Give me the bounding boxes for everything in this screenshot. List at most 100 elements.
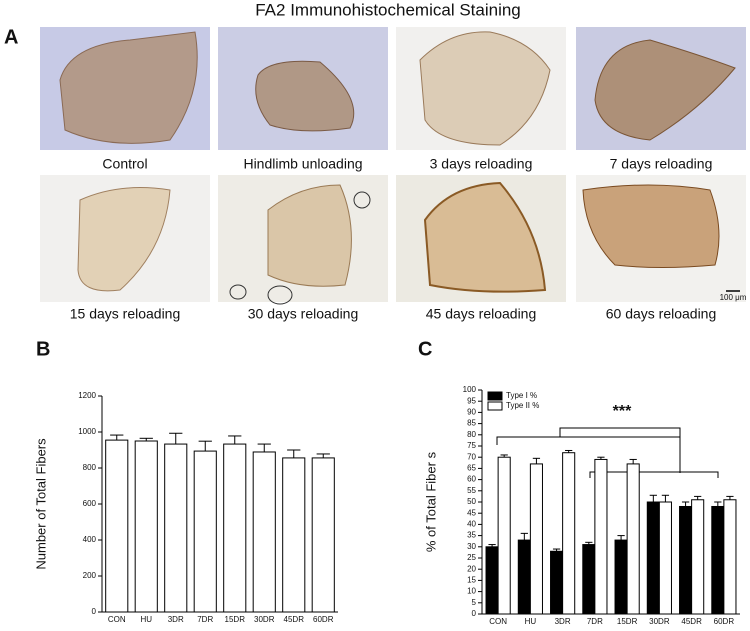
tissue (77, 187, 171, 292)
tissue (582, 184, 720, 268)
legend-label: Type II % (506, 401, 539, 410)
tissue (255, 60, 355, 132)
scale-bar-label: 100 μm (720, 293, 747, 302)
x-tick-label: HU (525, 617, 537, 626)
y-tick-label: 15 (467, 576, 476, 585)
tissue (267, 184, 352, 287)
bubble (229, 284, 247, 300)
y-tick-label: 55 (467, 486, 476, 495)
annotation: *** (613, 403, 632, 420)
bar (485, 546, 499, 615)
captions: Control Hindlimb unloading 3 days reload… (70, 156, 717, 322)
bar (193, 450, 217, 613)
bar (614, 539, 628, 615)
caption: 45 days reloading (426, 306, 537, 322)
y-tick-label: 95 (467, 396, 476, 405)
bubble (267, 285, 293, 305)
bar (497, 456, 511, 615)
y-tick-label: 65 (467, 464, 476, 473)
bar (223, 443, 247, 613)
y-tick-label: 60 (467, 475, 476, 484)
bar (282, 457, 306, 613)
bar (529, 463, 543, 615)
y-tick-label: 100 (463, 385, 477, 394)
bracket (559, 427, 681, 473)
y-tick-label: 90 (467, 408, 476, 417)
caption: 7 days reloading (610, 156, 713, 172)
tissue (419, 31, 551, 146)
y-tick-label: 0 (92, 607, 97, 616)
panel-label: C (418, 338, 432, 360)
x-tick-label: 15DR (617, 617, 638, 626)
tissue (59, 31, 198, 144)
y-tick-label: 75 (467, 441, 476, 450)
y-tick-label: 600 (83, 499, 97, 508)
bar (252, 451, 276, 613)
caption: 30 days reloading (248, 306, 359, 322)
x-tick-label: 60DR (714, 617, 735, 626)
tissue (594, 39, 736, 141)
bar (517, 539, 531, 615)
y-tick-label: 30 (467, 542, 476, 551)
caption: 60 days reloading (606, 306, 717, 322)
y-tick-label: 0 (472, 609, 477, 618)
bar (658, 501, 672, 615)
bar (646, 501, 660, 615)
y-tick-label: 400 (83, 535, 97, 544)
bar (164, 443, 188, 613)
x-tick-label: 7DR (197, 615, 213, 624)
y-tick-label: 20 (467, 564, 476, 573)
legend-label: Type I % (506, 391, 537, 400)
tissue (423, 181, 547, 293)
x-tick-label: 30DR (649, 617, 670, 626)
caption: 15 days reloading (70, 306, 181, 322)
y-tick-label: 200 (83, 571, 97, 580)
legend-swatch (487, 401, 503, 411)
caption: Hindlimb unloading (243, 156, 362, 172)
bar (594, 458, 608, 615)
y-tick-label: 25 (467, 553, 476, 562)
x-tick-label: 45DR (681, 617, 702, 626)
x-tick-label: 45DR (284, 615, 305, 624)
y-tick-label: 50 (467, 497, 476, 506)
bar (105, 439, 129, 613)
bar (562, 452, 576, 615)
x-tick-label: 3DR (555, 617, 571, 626)
y-axis-label: % of Total Fiber s (423, 451, 438, 552)
bubble (353, 191, 371, 209)
panel-label: B (36, 338, 50, 360)
y-tick-label: 1200 (78, 391, 96, 400)
y-tick-label: 45 (467, 508, 476, 517)
bar (582, 544, 596, 615)
bracket (496, 436, 680, 445)
y-tick-label: 5 (472, 598, 477, 607)
y-tick-label: 80 (467, 430, 476, 439)
y-tick-label: 85 (467, 419, 476, 428)
y-tick-label: 70 (467, 452, 476, 461)
panel-label: A (4, 26, 18, 48)
x-tick-label: CON (108, 615, 126, 624)
x-tick-label: 7DR (587, 617, 603, 626)
bar (626, 463, 640, 615)
bar (134, 440, 158, 613)
x-tick-label: 3DR (168, 615, 184, 624)
y-tick-label: 35 (467, 531, 476, 540)
micrographs: 100 μm (40, 27, 747, 305)
figure-title: FA2 Immunohistochemical Staining (255, 0, 521, 19)
legend-swatch (487, 391, 503, 401)
bar (679, 505, 693, 615)
x-tick-label: 60DR (313, 615, 334, 624)
bar (723, 499, 737, 615)
caption: Control (102, 156, 147, 172)
significance-bracket (496, 427, 719, 478)
caption: 3 days reloading (430, 156, 533, 172)
y-tick-label: 10 (467, 587, 476, 596)
bracket (589, 471, 719, 478)
y-tick-label: 1000 (78, 427, 96, 436)
y-tick-label: 40 (467, 520, 476, 529)
bar (711, 505, 725, 615)
x-tick-label: CON (489, 617, 507, 626)
x-tick-label: HU (140, 615, 152, 624)
x-tick-label: 15DR (225, 615, 246, 624)
